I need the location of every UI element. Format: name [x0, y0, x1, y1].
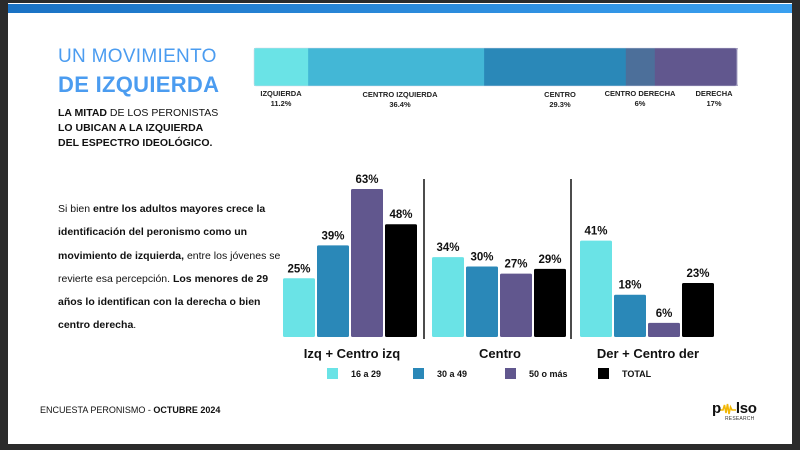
legend-label: 30 a 49 — [437, 368, 468, 379]
footer-label: ENCUESTA PERONISMO - — [40, 405, 154, 415]
group-label: Izq + Centro izq — [304, 346, 400, 361]
pulso-research-logo: p lso RESEARCH — [712, 400, 762, 424]
stacked-segment-label: DERECHA 17% — [695, 89, 732, 109]
segment-category: CENTRO IZQUIERDA — [362, 90, 438, 99]
logo-wordmark: p lso — [712, 400, 757, 417]
bar-value-label: 23% — [686, 268, 709, 280]
segment-value: 6% — [634, 99, 646, 108]
subtitle-line-3: DEL ESPECTRO IDEOLÓGICO. — [58, 137, 213, 149]
bar-value-label: 6% — [656, 308, 673, 320]
top-accent-bar — [8, 4, 792, 13]
stacked-segment-label: IZQUIERDA 11.2% — [260, 89, 301, 109]
title-line-1: UN MOVIMIENTO — [58, 46, 217, 67]
bar-value-label: 39% — [321, 230, 344, 242]
segment-value: 29.3% — [549, 100, 571, 109]
stacked-segment-centro-izquierda — [308, 48, 485, 86]
bar-value-label: 27% — [504, 259, 527, 271]
body-text-bold-1: entre los adultos mayores crece la ident… — [58, 203, 266, 262]
segment-value: 11.2% — [270, 99, 292, 108]
stacked-segment-derecha — [654, 48, 738, 86]
bar-value-label: 18% — [618, 280, 641, 292]
body-text-plain-1: Si bien — [58, 203, 94, 215]
stacked-segment-label: CENTRO IZQUIERDA 36.4% — [363, 90, 438, 110]
segment-category: IZQUIERDA — [260, 89, 302, 98]
bar-value-label: 25% — [287, 263, 310, 275]
bar-total-2 — [534, 268, 566, 337]
bar-value-label: 29% — [538, 254, 561, 266]
bar-30-a-49-1 — [317, 245, 349, 337]
legend-item-30-49: 30 a 49 — [413, 368, 467, 379]
subtitle: LA MITAD DE LOS PERONISTAS LO UBICAN A L… — [58, 106, 218, 151]
subtitle-line-2: LO UBICAN A LA IZQUIERDA — [58, 122, 204, 134]
footer: ENCUESTA PERONISMO - OCTUBRE 2024 — [40, 405, 220, 415]
group-label: Centro — [479, 346, 521, 361]
segment-category: DERECHA — [695, 89, 733, 98]
pulse-wave-icon — [720, 403, 736, 415]
body-paragraph: Si bien entre los adultos mayores crece … — [58, 198, 283, 338]
segment-category: CENTRO — [544, 90, 576, 99]
bar-50-o-más-3 — [648, 322, 680, 337]
bar-50-o-más-2 — [500, 273, 532, 337]
segment-category: CENTRO DERECHA — [604, 89, 676, 98]
legend-item-50-plus: 50 o más — [505, 368, 568, 379]
subtitle-bold: LA MITAD — [58, 107, 107, 119]
bar-30-a-49-3 — [614, 294, 646, 337]
legend-swatch-30-49 — [413, 368, 424, 379]
bar-16-a-29-1 — [283, 278, 315, 337]
bar-50-o-más-1 — [351, 189, 383, 337]
logo-subtitle: RESEARCH — [725, 416, 755, 422]
bar-16-a-29-3 — [580, 240, 612, 337]
body-text-end: . — [133, 319, 137, 332]
title-line-2: DE IZQUIERDA — [58, 72, 220, 97]
stacked-segment-label: CENTRO 29.3% — [544, 90, 576, 110]
bar-total-3 — [682, 282, 714, 337]
legend-swatch-16-29 — [327, 368, 338, 379]
bar-16-a-29-2 — [432, 257, 464, 337]
legend-label: TOTAL — [622, 368, 652, 379]
bar-total-1 — [385, 224, 417, 337]
legend-swatch-total — [598, 368, 609, 379]
segment-value: 17% — [706, 99, 722, 108]
legend-item-16-29: 16 a 29 — [327, 368, 381, 379]
legend-label: 50 o más — [529, 368, 568, 379]
bar-value-label: 34% — [436, 242, 459, 254]
group-label: Der + Centro der — [597, 346, 699, 361]
body-text-plain-2: entre los jóvenes se revierte esa percep… — [58, 249, 281, 285]
bar-value-label: 63% — [355, 174, 378, 186]
grouped-bar-chart: 25% 39% 63% 48% Izq + Centro izq 34% 30% 27% 29%… — [283, 174, 714, 361]
legend-swatch-50-plus — [505, 368, 516, 379]
body-text-bold-2: Los menores de 29 años lo identifican co… — [58, 272, 269, 332]
stacked-ideology-bar — [253, 47, 738, 87]
chart-legend: 16 a 29 30 a 49 50 o más TOTAL — [325, 368, 665, 388]
bar-value-label: 48% — [389, 209, 412, 221]
bar-value-label: 41% — [584, 226, 607, 238]
legend-label: 16 a 29 — [351, 368, 382, 379]
bar-30-a-49-2 — [466, 266, 498, 337]
bar-value-label: 30% — [470, 252, 493, 264]
stacked-segment-label: CENTRO DERECHA 6% — [605, 89, 676, 109]
legend-item-total: TOTAL — [598, 368, 651, 379]
stacked-segment-centro — [484, 48, 627, 86]
stacked-segment-centro-derecha — [625, 48, 656, 86]
subtitle-text: DE LOS PERONISTAS — [107, 107, 219, 119]
stacked-segment-izquierda — [254, 48, 309, 86]
segment-value: 36.4% — [389, 100, 411, 109]
stacked-bar-outline — [253, 47, 738, 87]
footer-date: OCTUBRE 2024 — [153, 405, 221, 415]
